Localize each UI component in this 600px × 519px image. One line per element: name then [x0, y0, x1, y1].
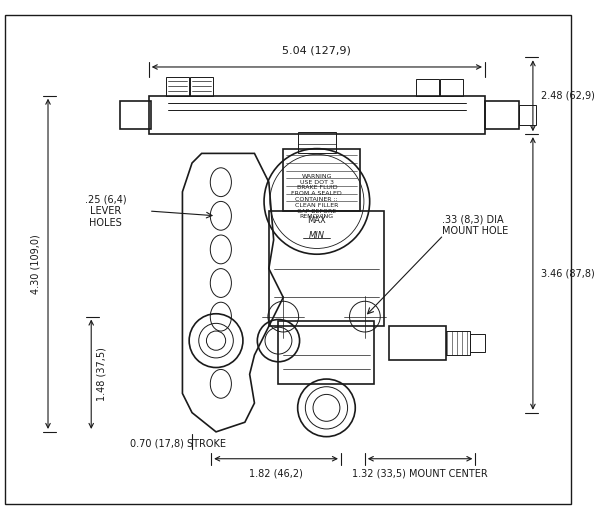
- Text: 4.30 (109,0): 4.30 (109,0): [31, 234, 40, 294]
- Circle shape: [264, 148, 370, 254]
- Bar: [446, 331, 470, 355]
- Bar: [283, 148, 360, 211]
- Bar: [485, 101, 518, 129]
- Bar: [470, 334, 485, 352]
- Bar: [389, 326, 446, 360]
- Text: 1.82 (46,2): 1.82 (46,2): [248, 468, 302, 479]
- Text: MIN: MIN: [309, 230, 325, 239]
- Bar: [416, 78, 439, 96]
- Text: 5.04 (127,9): 5.04 (127,9): [283, 46, 352, 56]
- Text: MAX: MAX: [307, 216, 326, 225]
- Text: 0.70 (17,8) STROKE: 0.70 (17,8) STROKE: [130, 439, 226, 448]
- Text: .25 (6,4)
LEVER
HOLES: .25 (6,4) LEVER HOLES: [85, 195, 127, 228]
- Bar: [269, 211, 384, 326]
- Bar: [518, 105, 536, 125]
- Bar: [120, 101, 151, 129]
- Bar: [166, 77, 189, 96]
- Text: 1.32 (33,5) MOUNT CENTER: 1.32 (33,5) MOUNT CENTER: [352, 468, 487, 479]
- Text: 3.46 (87,8): 3.46 (87,8): [541, 268, 595, 278]
- Bar: [278, 321, 374, 384]
- Text: 1.48 (37,5): 1.48 (37,5): [96, 347, 106, 401]
- Text: WARNING
USE DOT 3
BRAKE FLUID
FROM A SEALED
CONTAINER ::
CLEAN FILLER
CAP BEFORE: WARNING USE DOT 3 BRAKE FLUID FROM A SEA…: [292, 174, 342, 220]
- Bar: [298, 132, 336, 154]
- Bar: [440, 78, 463, 96]
- Text: 2.48 (62,9): 2.48 (62,9): [541, 91, 595, 101]
- Text: .33 (8,3) DIA
MOUNT HOLE: .33 (8,3) DIA MOUNT HOLE: [442, 215, 508, 236]
- Bar: [149, 96, 485, 134]
- Bar: [190, 77, 213, 96]
